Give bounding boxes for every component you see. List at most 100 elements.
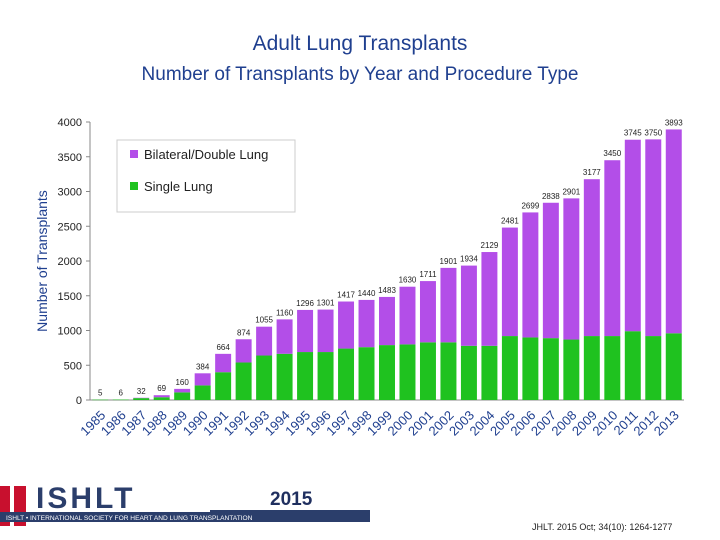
report-year: 2015	[270, 489, 313, 510]
bar-single-lung	[645, 336, 662, 400]
bar-single-lung	[112, 399, 129, 401]
chart-subtitle: Number of Transplants by Year and Proced…	[141, 64, 579, 85]
bar-bilateral-lung	[317, 309, 334, 353]
total-label: 1055	[255, 316, 273, 325]
total-label: 2481	[501, 217, 519, 226]
total-label: 3893	[665, 118, 683, 127]
citation: JHLT. 2015 Oct; 34(10): 1264-1277	[532, 522, 673, 532]
y-tick-label: 2000	[58, 256, 82, 268]
bar-single-lung	[542, 338, 559, 400]
legend-label: Single Lung	[144, 179, 213, 194]
bar-bilateral-lung	[153, 395, 170, 398]
bar-single-lung	[501, 336, 518, 400]
y-tick-label: 1000	[58, 326, 82, 338]
chart-area: 0 500 1000 1500 2000 2500 3000 3500 4000 Number o…	[34, 117, 684, 439]
total-label: 3450	[603, 149, 621, 158]
total-label: 2838	[542, 192, 560, 201]
bar-single-lung	[194, 385, 211, 400]
y-tick-label: 500	[64, 360, 82, 372]
total-label: 2129	[481, 241, 499, 250]
bar-single-lung	[92, 399, 109, 401]
bar-bilateral-lung	[297, 309, 314, 353]
bar-bilateral-lung	[481, 252, 498, 346]
ishlt-logo: ISHLT ISHLT • INTERNATIONAL SOCIETY FOR …	[0, 486, 370, 526]
total-label: 384	[196, 362, 210, 371]
svg-text:ISHLT • INTERNATIONAL SOCIETY: ISHLT • INTERNATIONAL SOCIETY FOR HEART …	[6, 515, 253, 522]
bar-bilateral-lung	[419, 281, 436, 343]
bar-single-lung	[440, 342, 457, 400]
total-label: 69	[157, 384, 166, 393]
bar-single-lung	[133, 398, 150, 400]
total-label: 2699	[521, 201, 539, 210]
bar-bilateral-lung	[583, 179, 600, 337]
x-tick-label: 2013	[651, 408, 682, 439]
bar-single-lung	[399, 344, 416, 400]
bar-bilateral-lung	[624, 139, 641, 332]
bar-bilateral-lung	[358, 299, 375, 348]
svg-text:ISHLT: ISHLT	[36, 486, 135, 515]
bar-single-lung	[563, 339, 580, 400]
total-label: 32	[137, 387, 146, 396]
total-label: 3745	[624, 129, 642, 138]
total-label: 3750	[644, 128, 662, 137]
bar-single-lung	[604, 336, 621, 400]
bar-single-lung	[665, 333, 682, 400]
total-label: 1440	[358, 289, 376, 298]
bar-bilateral-lung	[563, 198, 580, 340]
total-label: 6	[118, 389, 123, 398]
total-label: 1711	[419, 270, 437, 279]
legend-label: Bilateral/Double Lung	[144, 147, 268, 162]
total-label: 1630	[399, 276, 417, 285]
bar-single-lung	[379, 345, 395, 400]
chart-title: Adult Lung Transplants	[252, 32, 468, 55]
bar-bilateral-lung	[256, 326, 273, 356]
bar-single-lung	[460, 345, 477, 400]
bar-single-lung	[215, 372, 232, 400]
bar-single-lung	[317, 352, 334, 400]
total-label: 5	[98, 389, 103, 398]
bar-bilateral-lung	[440, 267, 457, 343]
y-tick-label: 1500	[58, 291, 82, 303]
bar-bilateral-lung	[194, 373, 211, 386]
bar-single-lung	[624, 331, 641, 400]
total-label: 160	[175, 378, 189, 387]
bar-single-lung	[358, 347, 375, 400]
bar-single-lung	[235, 362, 252, 400]
bar-bilateral-lung	[665, 129, 682, 334]
bar-single-lung	[522, 337, 539, 400]
y-tick-label: 2500	[58, 221, 82, 233]
bar-single-lung	[481, 345, 498, 400]
legend-swatch	[130, 182, 138, 190]
bar-bilateral-lung	[501, 227, 518, 337]
bar-bilateral-lung	[542, 202, 559, 339]
bar-single-lung	[276, 353, 293, 400]
y-tick-label: 3500	[58, 152, 82, 164]
legend-swatch	[130, 150, 138, 158]
bar-single-lung	[338, 348, 355, 400]
total-label: 1901	[440, 257, 458, 266]
y-axis-label: Number of Transplants	[34, 190, 50, 332]
bar-bilateral-lung	[235, 339, 252, 363]
bar-bilateral-lung	[276, 319, 293, 354]
bar-bilateral-lung	[522, 212, 539, 338]
bar-single-lung	[256, 355, 273, 400]
total-label: 1934	[460, 255, 478, 264]
bar-single-lung	[174, 392, 191, 400]
bar-bilateral-lung	[399, 286, 416, 345]
y-tick-label: 0	[76, 395, 82, 407]
y-tick-label: 3000	[58, 187, 82, 199]
bar-single-lung	[583, 336, 600, 400]
bar-single-lung	[419, 342, 436, 400]
bar-bilateral-lung	[645, 139, 662, 337]
total-label: 1296	[296, 299, 314, 308]
bar-bilateral-lung	[379, 296, 395, 346]
bar-bilateral-lung	[215, 353, 232, 373]
bar-bilateral-lung	[460, 265, 477, 346]
bar-single-lung	[153, 397, 170, 400]
total-label: 874	[237, 328, 251, 337]
y-tick-label: 4000	[58, 117, 82, 129]
total-label: 1483	[378, 286, 396, 295]
total-label: 1160	[276, 308, 294, 317]
bar-bilateral-lung	[174, 388, 191, 393]
bar-bilateral-lung	[338, 301, 355, 349]
